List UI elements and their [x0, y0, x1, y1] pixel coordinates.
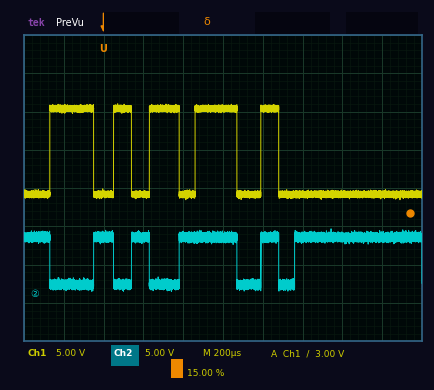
Text: A  Ch1  /  3.00 V: A Ch1 / 3.00 V	[270, 349, 343, 358]
Bar	[103, 12, 179, 34]
Bar	[111, 345, 139, 366]
Text: δ: δ	[203, 17, 210, 27]
Text: 5.00 V: 5.00 V	[145, 349, 174, 358]
Text: ②: ②	[30, 289, 39, 299]
Text: tek: tek	[28, 18, 46, 28]
Text: U: U	[99, 44, 107, 54]
Bar	[171, 359, 183, 378]
Bar	[254, 12, 330, 34]
Text: ①: ①	[30, 189, 39, 199]
Text: Ch1: Ch1	[28, 349, 47, 358]
Text: 5.00 V: 5.00 V	[56, 349, 85, 358]
Text: PreVu: PreVu	[56, 18, 83, 28]
Text: M 200μs: M 200μs	[203, 349, 240, 358]
Text: 15.00 %: 15.00 %	[187, 369, 224, 378]
Text: Ch2: Ch2	[113, 349, 132, 358]
Bar	[345, 12, 417, 34]
